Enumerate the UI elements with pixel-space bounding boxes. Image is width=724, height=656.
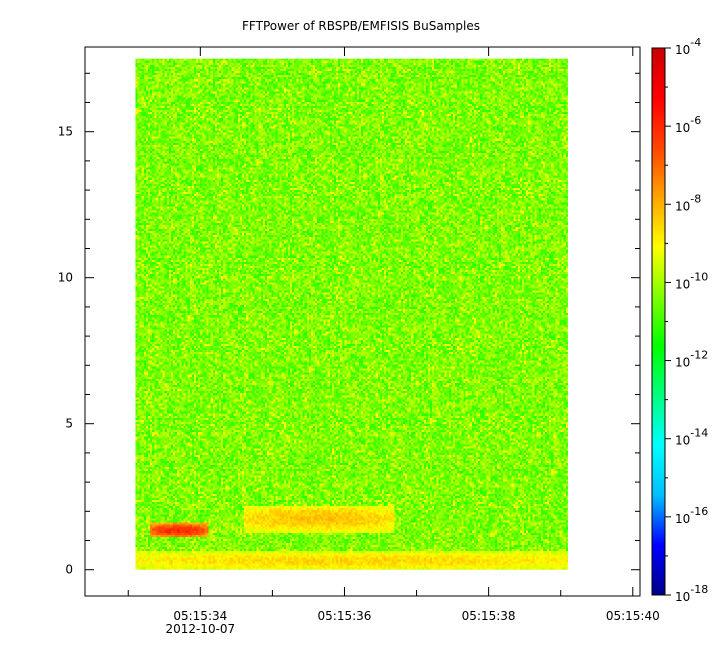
colorbar-tick-label: 10-4 — [675, 36, 701, 57]
colorbar-tick-label: 10-18 — [675, 583, 708, 604]
y-tick-label: 0 — [65, 563, 73, 577]
chart-title: FFTPower of RBSPB/EMFISIS BuSamples — [242, 19, 480, 33]
colorbar-axis: 10-4 10-6 10-8 10-10 10-12 10-14 10-16 10-18 — [665, 36, 708, 604]
y-tick-label: 5 — [65, 417, 73, 431]
colorbar-tick-label: 10-6 — [675, 114, 701, 135]
colorbar-tick-label: 10-14 — [675, 427, 708, 448]
colorbar-tick-label: 10-12 — [675, 349, 708, 370]
colorbar-tick-label: 10-10 — [675, 270, 708, 291]
colorbar-tick-label: 10-8 — [675, 192, 701, 213]
colorbar-tick-label: 10-16 — [675, 505, 708, 526]
x-tick-label: 05:15:38 — [462, 609, 516, 623]
x-tick-label: 05:15:36 — [318, 609, 372, 623]
x-tick-label: 05:15:40 — [606, 609, 660, 623]
spectrogram-image — [135, 58, 568, 570]
x-tick-date-label: 2012-10-07 — [165, 622, 235, 636]
y-tick-label: 15 — [58, 125, 73, 139]
colorbar-gradient — [652, 48, 665, 595]
x-tick-label: 05:15:34 — [173, 609, 227, 623]
y-tick-label: 10 — [58, 271, 73, 285]
y-axis: 0 5 10 15 — [58, 72, 640, 577]
